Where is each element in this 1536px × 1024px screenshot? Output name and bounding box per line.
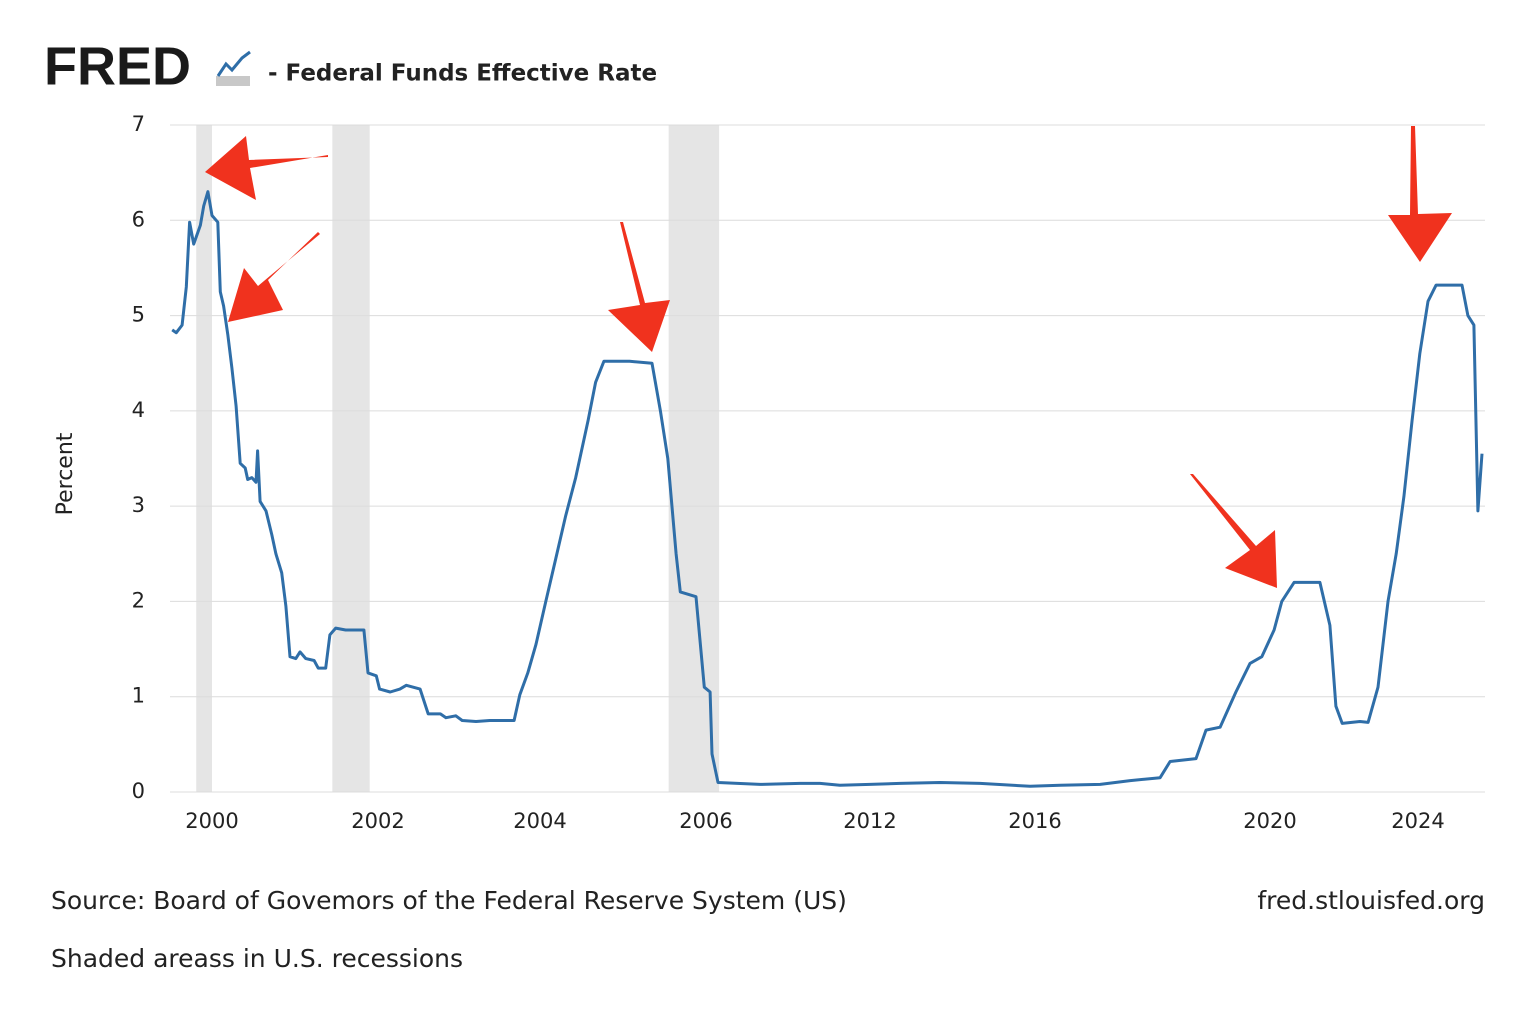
x-tick-label: 2024 xyxy=(1391,809,1444,833)
y-tick-label: 0 xyxy=(132,779,145,803)
x-tick-label: 2002 xyxy=(351,809,404,833)
recession-band xyxy=(196,125,212,792)
y-tick-label: 2 xyxy=(132,588,145,612)
rate-line xyxy=(171,190,1484,788)
x-tick-label: 2006 xyxy=(679,809,732,833)
brand-icon xyxy=(216,50,251,86)
y-tick-label: 4 xyxy=(132,398,145,422)
x-tick-label: 2000 xyxy=(185,809,238,833)
recession-band xyxy=(332,125,370,792)
source: Source: Board of Govemors of the Federal… xyxy=(51,886,847,915)
note: Shaded areass in U.S. recessions xyxy=(51,944,463,973)
recession-band xyxy=(668,125,720,792)
annotation-arrows xyxy=(205,126,1452,588)
brand: FRED xyxy=(44,36,191,96)
y-tick-label: 7 xyxy=(132,112,145,136)
y-tick-label: 1 xyxy=(132,684,145,708)
site: fred.stlouisfed.org xyxy=(1257,886,1485,915)
chart-title: - Federal Funds Effective Rate xyxy=(268,61,657,87)
x-tick-label: 2004 xyxy=(513,809,566,833)
y-tick-label: 5 xyxy=(132,303,145,327)
x-tick-label: 2020 xyxy=(1243,809,1296,833)
x-tick-label: 2012 xyxy=(843,809,896,833)
y-tick-label: 6 xyxy=(132,207,145,231)
y-axis-label: Percent xyxy=(53,432,78,515)
y-tick-label: 3 xyxy=(132,493,145,517)
x-tick-label: 2016 xyxy=(1008,809,1061,833)
